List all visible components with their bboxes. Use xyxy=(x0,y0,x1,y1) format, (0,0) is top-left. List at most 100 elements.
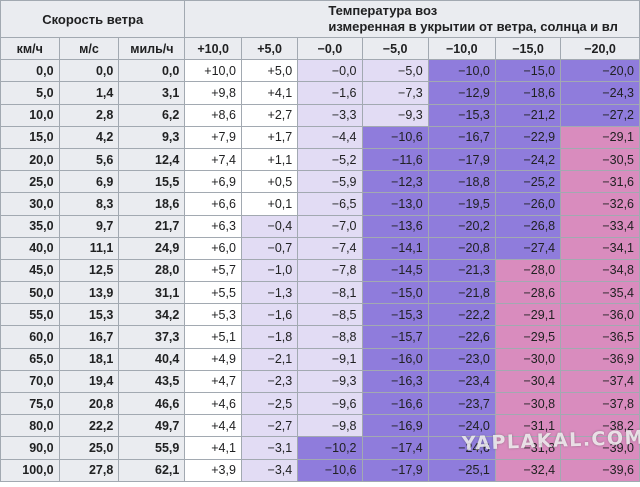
wind-speed-kmh-cell: 60,0 xyxy=(0,325,60,349)
temperature-cell: −3,3 xyxy=(297,103,363,127)
temperature-cell: +4,1 xyxy=(184,436,242,460)
wind-speed-mph-cell: 40,4 xyxy=(118,347,186,371)
wind-speed-ms-cell: 15,3 xyxy=(58,303,120,327)
wind-speed-kmh-cell: 15,0 xyxy=(0,125,60,149)
temperature-cell: −23,7 xyxy=(427,391,496,416)
temperature-cell: −22,2 xyxy=(427,303,496,327)
temperature-cell: −17,9 xyxy=(427,147,496,172)
temperature-cell: −13,6 xyxy=(361,214,429,238)
temperature-cell: −20,2 xyxy=(427,214,496,238)
temperature-cell: −3,4 xyxy=(240,458,299,482)
table-row: 40,0 11,1 24,9 +6,0 −0,7 −7,4 −14,1 −20,8 −27,4−… xyxy=(0,236,640,260)
temperature-cell: −31,1 xyxy=(494,414,562,438)
wind-speed-ms-cell: 12,5 xyxy=(58,258,120,283)
wind-speed-ms-cell: 4,2 xyxy=(58,125,120,149)
temperature-cell: +5,0 xyxy=(240,59,299,83)
temperature-cell: −39,0 xyxy=(560,436,640,460)
temperature-cell: −1,6 xyxy=(240,303,299,327)
table-row: 50,0 13,9 31,1 +5,5 −1,3 −8,1 −15,0 −21,8 −28,6−… xyxy=(0,281,640,305)
temperature-cell: −21,3 xyxy=(427,258,496,283)
wind-speed-ms-cell: 0,0 xyxy=(58,59,120,83)
wind-speed-kmh-cell: 5,0 xyxy=(0,81,60,105)
wind-speed-mph-cell: 49,7 xyxy=(118,414,186,438)
wind-speed-mph-cell: 34,2 xyxy=(118,303,186,327)
temperature-cell: −35,4 xyxy=(560,281,640,305)
temperature-cell: −8,5 xyxy=(297,303,363,327)
wind-speed-kmh-cell: 65,0 xyxy=(0,347,60,371)
table-row: 60,0 16,7 37,3 +5,1 −1,8 −8,8 −15,7 −22,6 −29,5−… xyxy=(0,325,640,349)
wind-speed-mph-cell: 12,4 xyxy=(118,147,186,172)
temperature-cell: −34,1 xyxy=(560,236,640,260)
wind-speed-mph-cell: 15,5 xyxy=(118,170,186,194)
wind-speed-ms-cell: 25,0 xyxy=(58,436,120,460)
temperature-cell: −7,0 xyxy=(297,214,363,238)
temperature-cell: −14,1 xyxy=(361,236,429,260)
wind-speed-ms-cell: 11,1 xyxy=(58,236,120,260)
temperature-cell: −16,0 xyxy=(361,347,429,371)
temperature-cell: −14,5 xyxy=(361,258,429,283)
temperature-cell: −8,1 xyxy=(297,281,363,305)
temperature-cell: −0,4 xyxy=(240,214,299,238)
temperature-cell: −17,9 xyxy=(361,458,429,482)
temperature-cell: −31,6 xyxy=(560,170,640,194)
temperature-cell: −10,0 xyxy=(427,59,496,83)
temperature-cell: −39,6 xyxy=(560,458,640,482)
temperature-cell: −33,4 xyxy=(560,214,640,238)
wind-speed-kmh-cell: 40,0 xyxy=(0,236,60,260)
wind-speed-mph-cell: 24,9 xyxy=(118,236,186,260)
wind-speed-group-header: Скорость ветра xyxy=(0,0,186,38)
table-row: 80,0 22,2 49,7 +4,4 −2,7 −9,8 −16,9 −24,0 −31,1−… xyxy=(0,414,640,438)
temperature-cell: −7,8 xyxy=(297,258,363,283)
temperature-cell: −12,3 xyxy=(361,170,429,194)
temperature-cell: −7,4 xyxy=(297,236,363,260)
temperature-cell: −16,7 xyxy=(427,125,496,149)
wind-speed-ms-cell: 16,7 xyxy=(58,325,120,349)
temperature-cell: −24,2 xyxy=(494,147,562,172)
header-group-row: Скорость ветра Температура воз измеренна… xyxy=(0,0,640,38)
wind-speed-kmh-cell: 100,0 xyxy=(0,458,60,482)
wind-speed-mph-cell: 6,2 xyxy=(118,103,186,127)
temperature-cell: +4,1 xyxy=(240,81,299,105)
temperature-cell: −36,9 xyxy=(560,347,640,371)
temperature-cell: +6,3 xyxy=(184,214,242,238)
temperature-cell: +9,8 xyxy=(184,81,242,105)
table-row: 45,0 12,5 28,0 +5,7 −1,0 −7,8 −14,5 −21,3 −28,0−… xyxy=(0,258,640,283)
temperature-cell: −30,0 xyxy=(494,347,562,371)
temperature-cell: −2,5 xyxy=(240,391,299,416)
wind-speed-kmh-cell: 0,0 xyxy=(0,59,60,83)
wind-speed-mph-cell: 18,6 xyxy=(118,192,186,216)
temp-col-header: −5,0 xyxy=(361,36,429,61)
temperature-cell: −15,0 xyxy=(494,59,562,83)
temperature-cell: −21,2 xyxy=(494,103,562,127)
temperature-cell: −9,6 xyxy=(297,391,363,416)
temperature-cell: −36,0 xyxy=(560,303,640,327)
unit-ms-header: м/с xyxy=(58,36,120,61)
temperature-cell: −30,4 xyxy=(494,369,562,394)
temperature-cell: −8,8 xyxy=(297,325,363,349)
temperature-cell: −18,8 xyxy=(427,170,496,194)
table-body: 0,0 0,0 0,0 +10,0 +5,0 −0,0 −5,0 −10,0 −15,0 −20,… xyxy=(0,59,640,482)
table-row: 35,0 9,7 21,7 +6,3 −0,4 −7,0 −13,6 −20,2 −26,8 −3… xyxy=(0,214,640,238)
wind-speed-mph-cell: 62,1 xyxy=(118,458,186,482)
temperature-cell: −29,1 xyxy=(560,125,640,149)
temperature-cell: +5,1 xyxy=(184,325,242,349)
temperature-cell: −25,2 xyxy=(494,170,562,194)
temperature-cell: −16,6 xyxy=(361,391,429,416)
temperature-header-line1: Температура воз xyxy=(328,3,438,18)
temperature-cell: −0,7 xyxy=(240,236,299,260)
temperature-cell: −5,9 xyxy=(297,170,363,194)
temperature-cell: −34,8 xyxy=(560,258,640,283)
temperature-cell: −1,3 xyxy=(240,281,299,305)
table-row: 70,0 19,4 43,5 +4,7 −2,3 −9,3 −16,3 −23,4 −30,4−… xyxy=(0,369,640,394)
temperature-cell: −24,6 xyxy=(427,436,496,460)
temperature-cell: +4,4 xyxy=(184,414,242,438)
temperature-cell: +7,4 xyxy=(184,147,242,172)
wind-speed-mph-cell: 21,7 xyxy=(118,214,186,238)
wind-speed-ms-cell: 27,8 xyxy=(58,458,120,482)
temperature-cell: −20,0 xyxy=(560,59,640,83)
temperature-cell: −38,2 xyxy=(560,414,640,438)
temperature-cell: −30,8 xyxy=(494,391,562,416)
temperature-cell: +4,6 xyxy=(184,391,242,416)
temperature-cell: +10,0 xyxy=(184,59,242,83)
